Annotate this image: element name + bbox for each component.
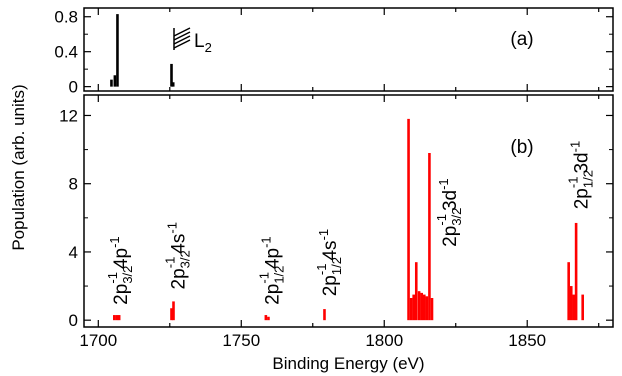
panel-label: (a) (510, 29, 533, 50)
y-tick-label: 8 (69, 175, 78, 194)
bar (171, 82, 175, 87)
bar (115, 315, 119, 321)
y-tick-label: 12 (59, 106, 78, 125)
legend-hatch (173, 31, 191, 41)
x-tick-label: 1700 (79, 331, 117, 350)
x-tick-label: 1850 (508, 331, 546, 350)
peak-annotation: 2p3/2-14p-1 (105, 236, 135, 304)
bar (412, 294, 415, 321)
panel-a: 0 0.4 0.8 (a) L2 (54, 7, 614, 97)
y-axis-title: Population (arb. units) (9, 84, 28, 250)
bar (581, 294, 584, 321)
bar (170, 308, 173, 321)
bar (172, 301, 175, 321)
bar (420, 292, 424, 321)
legend-hatch (173, 39, 191, 49)
bar (567, 262, 570, 321)
y-tick-label: 0.4 (54, 43, 78, 62)
peak-annotation: 2p3/2-13d-1 (434, 178, 464, 246)
panel-label: (b) (510, 137, 533, 158)
bar (414, 262, 418, 321)
bar (113, 75, 117, 87)
legend-label: L2 (194, 31, 212, 55)
peak-annotation: 2p3/2-14s-1 (162, 222, 192, 289)
bar (117, 315, 121, 321)
bar (574, 222, 578, 321)
bar (425, 296, 429, 321)
y-tick-label: 4 (69, 243, 78, 262)
x-tick-label: 1800 (365, 331, 403, 350)
bar (264, 315, 268, 321)
peak-annotation: 2p1/2-14s-1 (314, 229, 344, 296)
bar (569, 286, 573, 321)
bar (428, 153, 431, 321)
bar (170, 63, 173, 87)
panel-b: 0 4 8 12 1700 1750 1800 1850 (b) 2p3/2-14p-1 2p3/2… (59, 94, 614, 350)
peak-annotation: 2p1/2-14p-1 (257, 236, 287, 304)
bar (116, 14, 119, 87)
y-tick-label: 0 (69, 78, 78, 97)
bar (267, 316, 270, 321)
legend-hatch (173, 27, 191, 37)
bar (422, 294, 426, 321)
x-tick-label: 1750 (222, 331, 260, 350)
peak-annotation: 2p1/2-13d-1 (566, 141, 596, 209)
bar (572, 294, 576, 321)
bar (407, 118, 410, 321)
bar (110, 79, 113, 87)
legend-hatch (173, 35, 191, 45)
bar (323, 309, 326, 321)
y-tick-label: 0.8 (54, 8, 78, 27)
bar (430, 298, 434, 321)
panel-a-frame (83, 7, 614, 92)
x-axis-title: Binding Energy (eV) (272, 354, 424, 373)
bar (113, 315, 116, 321)
panel-b-frame (83, 94, 614, 328)
bar (409, 298, 413, 321)
bar (417, 291, 421, 321)
y-tick-label: 0 (69, 311, 78, 330)
